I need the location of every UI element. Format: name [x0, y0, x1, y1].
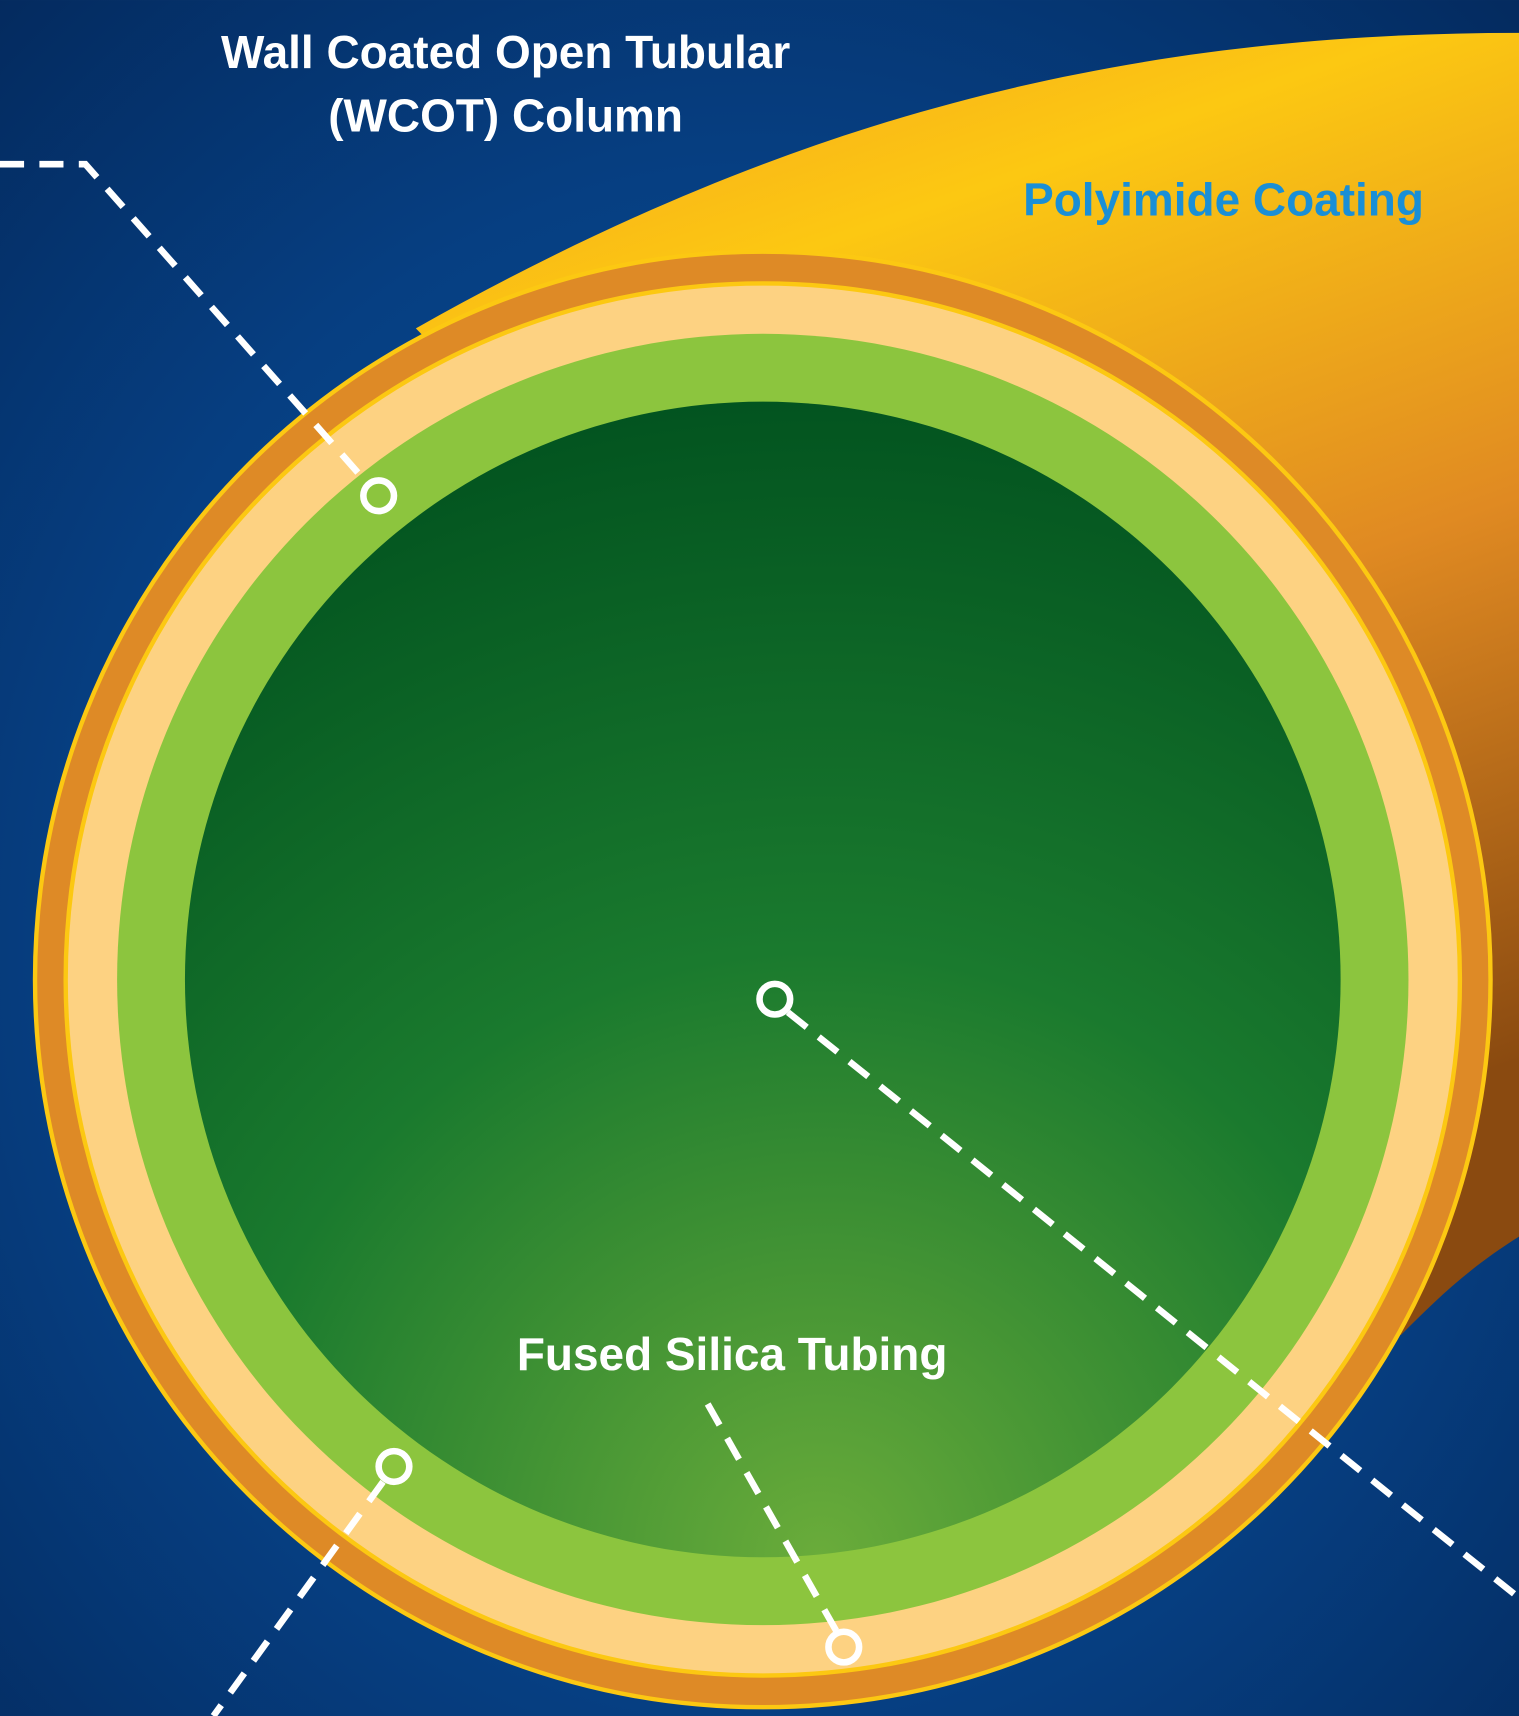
leader-dot	[756, 980, 794, 1018]
leader-dot	[825, 1628, 863, 1666]
tubing-label: Fused Silica Tubing	[517, 1328, 948, 1380]
leader-line	[0, 160, 371, 486]
leader-dots	[360, 477, 863, 1666]
leader-dot	[360, 477, 398, 515]
title-line: Wall Coated Open Tubular	[221, 26, 790, 78]
leader-lines	[0, 160, 1519, 1716]
leader-line	[210, 1479, 386, 1716]
title-line: (WCOT) Column	[328, 89, 683, 141]
column-bore	[184, 401, 1341, 1558]
coating-label: Polyimide Coating	[1023, 174, 1424, 226]
leader-dot	[375, 1447, 413, 1486]
leader-line	[703, 1399, 839, 1633]
